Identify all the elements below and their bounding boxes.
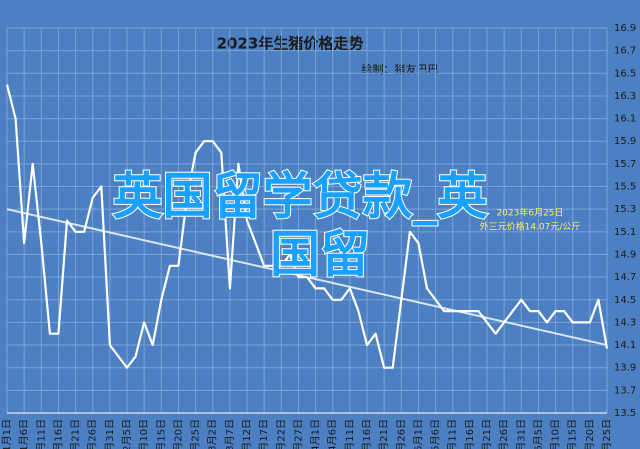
- x-tick-label: 1月6日: [18, 419, 30, 449]
- annotation: 外三元价格14.07元/公斤: [480, 221, 581, 233]
- y-tick-label: 16.9: [614, 23, 636, 34]
- x-tick-label: 3月12日: [241, 419, 253, 449]
- x-tick-label: 1月11日: [35, 419, 47, 449]
- y-tick-label: 15.9: [614, 136, 636, 147]
- x-tick-label: 6月15日: [567, 419, 579, 449]
- y-tick-label: 14.9: [614, 249, 636, 260]
- x-tick-label: 3月22日: [275, 419, 287, 449]
- y-tick-label: 15.5: [614, 182, 636, 193]
- x-tick-label: 5月21日: [481, 419, 493, 449]
- y-tick-label: 13.5: [614, 408, 636, 419]
- annotation: 2023年6月25日: [496, 207, 563, 219]
- price-line: [5, 84, 609, 369]
- x-tick-label: 4月21日: [378, 419, 390, 449]
- y-tick-label: 15.7: [614, 159, 636, 170]
- y-tick-label: 16.5: [614, 68, 636, 79]
- x-tick-label: 2月25日: [190, 419, 202, 449]
- x-tick-label: 6月10日: [550, 419, 562, 449]
- x-tick-label: 4月1日: [310, 419, 322, 449]
- y-tick-label: 14.1: [614, 340, 636, 351]
- y-tick-label: 15.3: [614, 204, 636, 215]
- x-tick-label: 3月7日: [224, 419, 236, 449]
- x-tick-label: 3月17日: [258, 419, 270, 449]
- x-tick-label: 1月1日: [1, 419, 13, 449]
- x-tick-label: 1月16日: [52, 419, 64, 449]
- x-tick-label: 4月11日: [344, 419, 356, 449]
- x-tick-label: 6月20日: [584, 419, 596, 449]
- x-tick-label: 6月5日: [532, 419, 544, 449]
- chart-subtitle: 绘制：猪友巴巴: [362, 62, 439, 76]
- x-tick-label: 4月6日: [327, 419, 339, 449]
- y-tick-label: 14.7: [614, 272, 636, 283]
- x-tick-label: 1月21日: [70, 419, 82, 449]
- x-tick-label: 5月26日: [498, 419, 510, 449]
- x-tick-label: 3月27日: [292, 419, 304, 449]
- y-tick-label: 16.1: [614, 114, 636, 125]
- x-tick-label: 6月25日: [601, 419, 613, 449]
- x-tick-label: 4月26日: [395, 419, 407, 449]
- y-tick-label: 13.9: [614, 363, 636, 374]
- y-tick-label: 16.3: [614, 91, 636, 102]
- chart-title: 2023年生猪价格走势: [217, 35, 364, 53]
- x-tick-label: 5月6日: [430, 419, 442, 449]
- x-tick-label: 2月10日: [138, 419, 150, 449]
- x-tick-label: 1月26日: [87, 419, 99, 449]
- x-tick-label: 5月11日: [447, 419, 459, 449]
- x-tick-label: 2月5日: [121, 419, 133, 449]
- y-tick-label: 14.3: [614, 317, 636, 328]
- x-tick-label: 5月1日: [412, 419, 424, 449]
- x-tick-label: 3月2日: [207, 419, 219, 449]
- watermark: 国留: [270, 226, 370, 284]
- x-tick-label: 5月31日: [515, 419, 527, 449]
- x-tick-label: 5月16日: [464, 419, 476, 449]
- x-tick-label: 1月31日: [104, 419, 116, 449]
- x-tick-label: 2月20日: [172, 419, 184, 449]
- y-tick-label: 16.7: [614, 46, 636, 57]
- x-tick-label: 2月15日: [155, 419, 167, 449]
- y-tick-label: 15.1: [614, 227, 636, 238]
- watermark: 英国留学贷款_英: [113, 168, 489, 226]
- y-tick-label: 14.5: [614, 295, 636, 306]
- y-tick-label: 13.7: [614, 385, 636, 396]
- x-tick-label: 4月16日: [361, 419, 373, 449]
